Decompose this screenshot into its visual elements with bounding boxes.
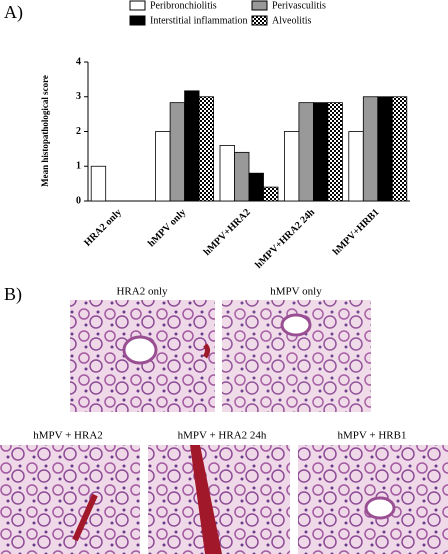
y-tick-label: 2 — [76, 126, 81, 137]
legend-swatch — [129, 15, 146, 26]
bar — [248, 172, 264, 202]
panel-label: B) — [4, 284, 22, 305]
bar — [219, 144, 235, 202]
bar — [362, 96, 379, 202]
x-tick-label: hMPV only — [146, 207, 188, 249]
bar — [184, 90, 200, 202]
bar — [312, 102, 329, 202]
y-tick-label: 0 — [76, 195, 81, 206]
image-caption: hMPV + HRA2 — [33, 430, 103, 442]
panel-label: A) — [4, 2, 23, 23]
bar — [298, 102, 314, 202]
bar — [155, 131, 171, 202]
bar — [283, 131, 300, 202]
y-tick-label: 3 — [76, 91, 81, 102]
image-caption: hMPV only — [270, 286, 322, 298]
bar — [327, 102, 343, 202]
bar — [263, 186, 279, 202]
image-caption: hMPV + HRA2 24h — [178, 430, 267, 442]
legend-label: Alveolitis — [272, 15, 312, 26]
bar — [377, 96, 393, 202]
legend-swatch — [129, 0, 146, 11]
image-caption: HRA2 only — [116, 286, 168, 298]
y-axis-label: Mean histopathological score — [40, 75, 50, 187]
bar — [169, 102, 186, 202]
bar — [234, 151, 250, 202]
x-tick-label: HRA2 only — [82, 207, 124, 249]
legend-label: Peribronchiolitis — [150, 0, 217, 11]
micrographs — [0, 300, 448, 554]
bar — [90, 165, 107, 202]
legend-swatch — [251, 15, 268, 26]
bar — [198, 96, 215, 202]
x-tick-label: hMPV+HRA2 24h — [253, 207, 317, 271]
bar — [391, 96, 408, 202]
legend-swatch — [251, 0, 268, 11]
y-tick-label: 1 — [76, 161, 81, 172]
image-caption: hMPV + HRB1 — [338, 430, 407, 442]
bar — [348, 131, 364, 202]
x-tick-label: hMPV+HRA2 — [202, 207, 253, 258]
y-tick-label: 4 — [76, 56, 81, 67]
x-tick-label: hMPV+HRB1 — [331, 207, 382, 258]
legend-label: Interstitial inflammation — [150, 15, 247, 26]
legend-label: Perivasculitis — [272, 0, 326, 11]
